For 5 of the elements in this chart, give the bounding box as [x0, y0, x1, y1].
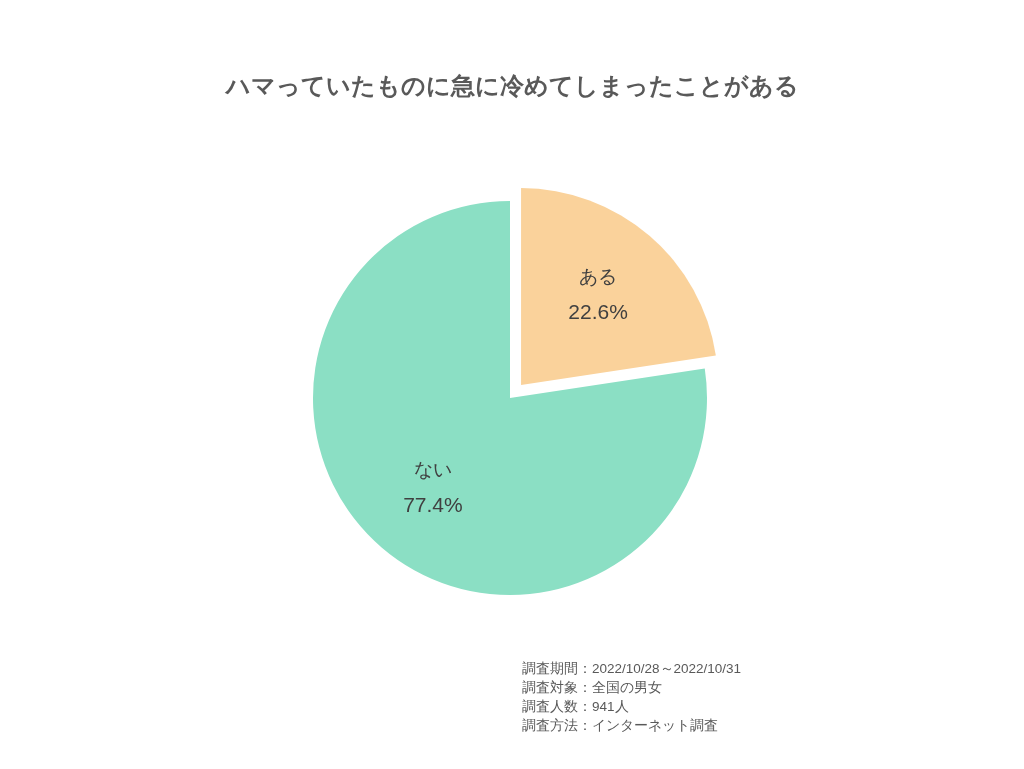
title: ハマっていたものに急に冷めてしまったことがある [225, 72, 799, 99]
note: 調査方法：インターネット調査 [522, 718, 718, 733]
note: 調査人数：941人 [522, 699, 629, 714]
note: 調査対象：全国の男女 [522, 680, 662, 695]
note: 調査期間：2022/10/28～2022/10/31 [522, 661, 742, 676]
